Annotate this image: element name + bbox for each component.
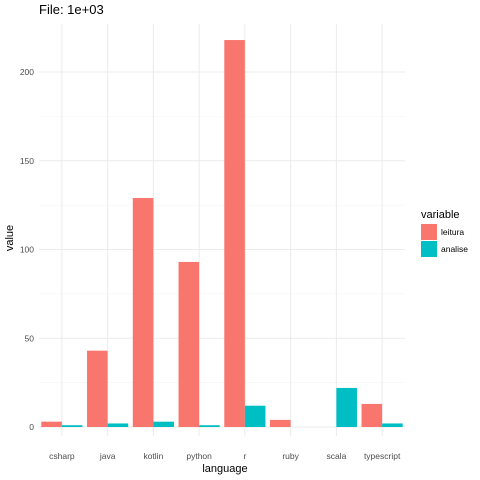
x-tick-label: java [99,451,116,461]
chart-title: File: 1e+03 [39,2,104,17]
legend-key-analise [421,241,437,257]
legend-title: variable [421,209,460,221]
bars [41,40,403,428]
bar-leitura-java [87,350,108,427]
bar-analise-python [199,425,220,427]
y-tick-label: 100 [20,245,34,255]
x-tick-label: python [186,451,212,461]
y-tick-label: 0 [29,422,34,432]
bar-analise-kotlin [153,421,174,427]
bar-analise-csharp [61,425,83,427]
legend-label: leitura [441,227,464,237]
x-tick-label: ruby [282,451,299,461]
y-axis-ticks: 0 50 100 150 200 [20,67,34,432]
y-tick-label: 200 [20,67,34,77]
legend: variable leitura analise [421,209,468,257]
legend-key-leitura [421,224,437,240]
x-tick-label: typescript [364,451,401,461]
bar-leitura-kotlin [132,198,154,427]
bar-analise-scala [336,387,357,427]
x-tick-label: kotlin [143,451,163,461]
bar-leitura-r [224,40,245,428]
bar-leitura-python [178,261,200,427]
bar-leitura-ruby [270,419,291,427]
x-tick-label: csharp [49,451,75,461]
x-axis-title: language [202,463,247,475]
bar-leitura-typescript [361,403,383,427]
bar-leitura-csharp [41,421,62,427]
legend-label: analise [441,244,468,254]
x-tick-label: scala [326,451,346,461]
x-axis-ticks: csharp java kotlin python r ruby scala typescri… [49,451,401,461]
x-tick-label: r [243,451,246,461]
bar-analise-r [244,405,266,427]
bar-analise-java [107,423,129,427]
y-tick-label: 50 [25,333,35,343]
y-axis-title: value [4,225,16,251]
bar-analise-typescript [382,423,403,427]
y-tick-label: 150 [20,156,34,166]
